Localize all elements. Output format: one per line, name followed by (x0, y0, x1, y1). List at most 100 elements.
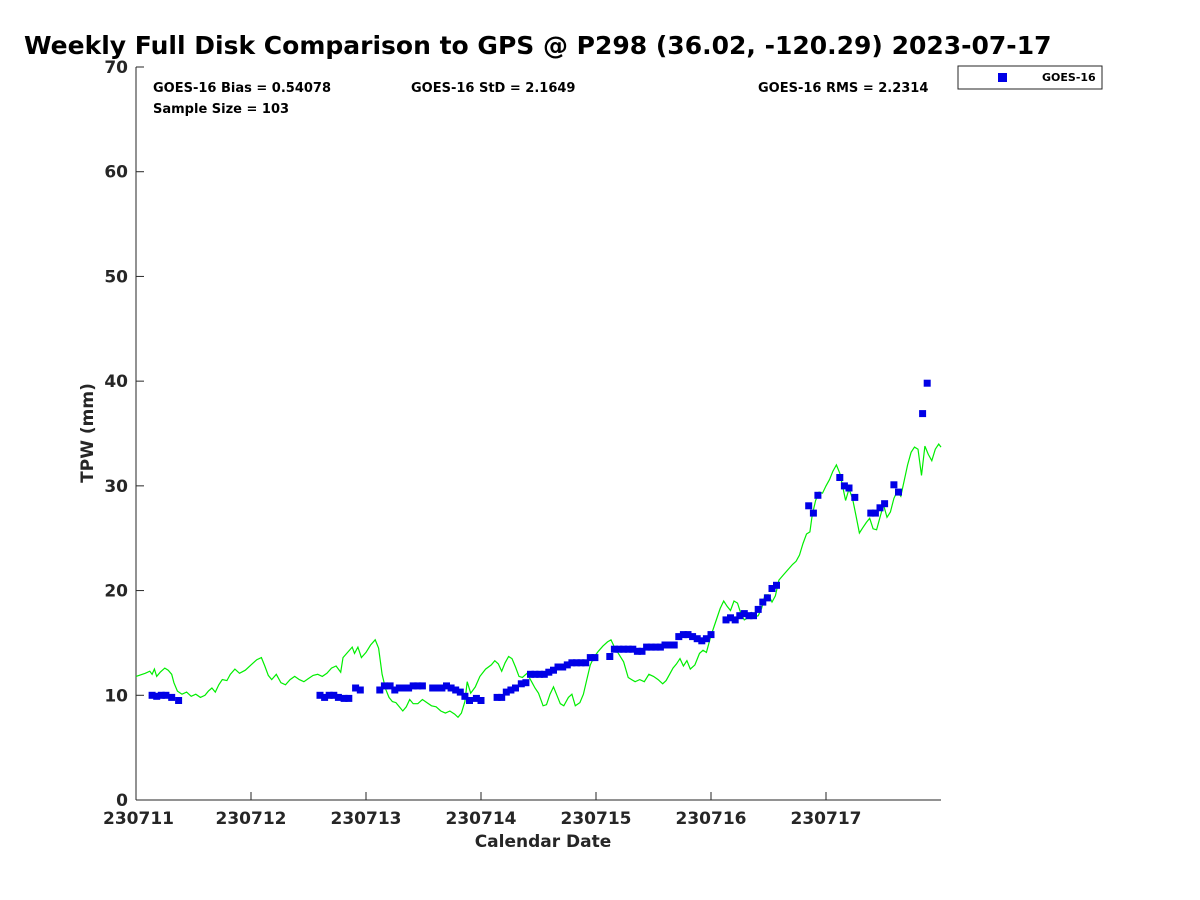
legend: GOES-16 (957, 65, 1103, 90)
goes16-data-point (881, 500, 889, 508)
goes16-data-point (452, 686, 460, 694)
goes16-data-point (610, 645, 618, 653)
goes16-data-point (840, 482, 848, 490)
goes16-data-point (157, 691, 165, 699)
y-axis-label: TPW (mm) (78, 383, 98, 483)
x-tick-label: 230715 (561, 809, 632, 829)
goes16-data-point (517, 680, 525, 688)
goes16-data-point (345, 694, 353, 702)
bias-stat: GOES-16 Bias = 0.54078 (153, 81, 331, 96)
goes16-data-point (763, 594, 771, 602)
goes16-data-point (563, 661, 571, 669)
goes16-data-point (643, 643, 651, 651)
goes16-data-point (661, 641, 669, 649)
goes16-data-point (684, 631, 692, 639)
goes16-data-point (805, 502, 813, 510)
goes16-data-point (586, 654, 594, 662)
x-axis-label: Calendar Date (475, 832, 612, 852)
goes16-data-point (409, 682, 417, 690)
goes16-data-point (334, 693, 342, 701)
goes16-data-point (498, 693, 506, 701)
goes16-data-point (731, 616, 739, 624)
goes16-data-point (809, 509, 817, 517)
goes16-data-point (376, 686, 384, 694)
goes16-data-point (754, 605, 762, 613)
y-tick-label: 30 (104, 477, 128, 497)
series-layer (135, 379, 942, 719)
goes16-data-point (405, 684, 413, 692)
goes16-data-point (652, 643, 660, 651)
goes16-data-point (477, 697, 485, 704)
gps-series-line (135, 442, 942, 719)
goes16-data-point (707, 631, 715, 639)
goes16-data-point (443, 682, 450, 690)
goes16-data-point (923, 379, 931, 387)
goes16-data-point (325, 691, 333, 699)
y-tick-label: 20 (104, 582, 128, 602)
goes16-data-point (472, 694, 480, 702)
goes16-data-point (727, 614, 734, 622)
goes16-data-point (867, 509, 875, 517)
goes16-data-point (871, 509, 879, 517)
goes16-data-point (698, 637, 706, 645)
x-tick-label: 230712 (216, 809, 287, 829)
goes16-data-point (148, 691, 156, 699)
x-tick-label: 230711 (103, 809, 174, 829)
goes16-data-point (414, 682, 422, 690)
goes16-data-point (647, 643, 655, 651)
goes16-data-point (386, 682, 394, 690)
goes16-data-point (330, 691, 338, 699)
y-tick-label: 40 (104, 372, 128, 392)
goes16-data-point (773, 581, 780, 589)
goes16-data-point (851, 493, 859, 501)
legend-marker-goes16 (998, 73, 1007, 82)
goes16-data-point (507, 686, 515, 694)
goes16-data-point (740, 610, 748, 618)
goes16-data-point (352, 684, 360, 692)
goes16-data-point (466, 697, 473, 704)
goes16-data-point (536, 670, 544, 678)
legend-label-goes16: GOES-16 (1042, 71, 1096, 84)
goes16-data-point (638, 647, 646, 655)
sample-size-stat: Sample Size = 103 (153, 102, 289, 117)
goes16-data-point (736, 612, 744, 620)
goes16-data-point (433, 684, 441, 692)
goes16-data-point (540, 670, 548, 678)
goes16-data-point (702, 635, 710, 643)
goes16-data-point (670, 641, 678, 649)
goes16-data-point (582, 659, 590, 667)
x-tick-label: 230713 (331, 809, 402, 829)
y-tick-label: 70 (104, 58, 128, 78)
plot-area (136, 67, 941, 800)
x-tick-label: 230716 (676, 809, 747, 829)
goes16-data-point (554, 663, 562, 671)
goes16-data-point (340, 694, 348, 702)
goes16-data-point (168, 693, 176, 701)
goes16-data-point (162, 691, 170, 699)
x-tick-label: 230717 (791, 809, 862, 829)
goes16-data-point (456, 688, 464, 696)
goes16-data-point (153, 692, 161, 700)
y-tick-label: 60 (104, 163, 128, 183)
goes16-data-point (919, 410, 927, 418)
goes16-data-point (876, 504, 884, 512)
goes16-data-point (502, 688, 510, 696)
legend-box (957, 65, 1103, 90)
goes16-data-point (356, 686, 364, 694)
goes16-data-point (836, 474, 844, 481)
y-tick-label: 0 (116, 791, 128, 811)
goes16-data-point (545, 668, 553, 676)
chart-title: Weekly Full Disk Comparison to GPS @ P29… (24, 31, 1051, 60)
goes16-data-point (620, 645, 628, 653)
goes16-data-point (675, 633, 683, 641)
goes16-data-point (522, 679, 530, 687)
goes16-data-point (321, 693, 329, 701)
x-tick-label: 230714 (446, 809, 517, 829)
goes16-data-point (814, 491, 822, 499)
goes16-data-point (845, 484, 853, 492)
goes16-data-point (577, 659, 585, 667)
goes16-data-point (438, 684, 446, 692)
goes16-data-point (493, 693, 501, 701)
goes16-data-point (512, 684, 519, 692)
